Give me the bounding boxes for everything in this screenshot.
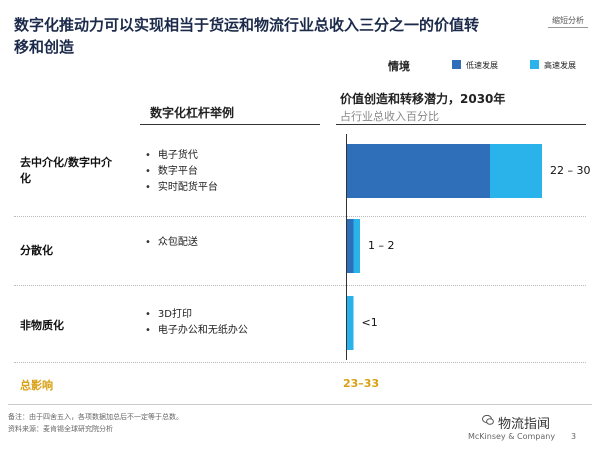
footnote: 备注：由于四舍五入，各项数据加总后不一定等于总数。 (8, 413, 183, 421)
total-impact-value: 23–33 (343, 377, 380, 390)
row-divider (14, 285, 586, 286)
lever-item: 数字平台 (145, 164, 218, 180)
bar-segment-high (353, 219, 360, 273)
row-divider (14, 216, 586, 217)
category-label-disintermediation: 去中介化/数字中介化 (20, 156, 113, 185)
legend-label-high: 高速发展 (544, 61, 576, 70)
bar-segment-high (347, 296, 354, 350)
lever-list-disintermediation: 电子货代 数字平台 实时配货平台 (145, 148, 218, 196)
legend-label-low: 低速发展 (466, 61, 498, 70)
lever-item: 众包配送 (145, 235, 198, 251)
lever-list-decentralization: 众包配送 (145, 235, 198, 251)
range-label: 22 – 30 (550, 164, 591, 177)
legend-swatch-high (530, 60, 539, 69)
category-label-decentralization: 分散化 (20, 244, 53, 257)
brand-label: McKinsey & Company (468, 432, 556, 441)
total-impact-label: 总影响 (20, 379, 53, 392)
lever-item: 电子办公和无纸办公 (145, 323, 248, 339)
value-header-underline (336, 124, 586, 125)
lever-item: 3D打印 (145, 307, 248, 323)
footer-divider (8, 404, 592, 405)
range-label: 1 – 2 (368, 239, 395, 252)
lever-column-header: 数字化杠杆举例 (150, 106, 235, 120)
range-label: <1 (361, 316, 378, 329)
report-tag: 缩短分析 (548, 15, 588, 28)
page-title: 数字化推动力可以实现相当于货运和物流行业总收入三分之一的价值转移和创造 (14, 16, 480, 56)
legend-swatch-low (452, 60, 461, 69)
lever-item: 电子货代 (145, 148, 218, 164)
legend-title: 情境 (388, 60, 410, 73)
source-note: 资料来源：麦肯锡全球研究院分析 (8, 425, 113, 433)
chart-axis (346, 134, 347, 360)
page-number: 3 (571, 432, 577, 441)
bar-segment-low (347, 144, 490, 198)
lever-header-underline (140, 124, 320, 125)
category-label-dematerialization: 非物质化 (20, 319, 64, 332)
chart-subtitle: 占行业总收入百分比 (340, 110, 439, 123)
wechat-icon (482, 414, 494, 425)
bar-segment-high (490, 144, 542, 198)
row-divider (14, 362, 586, 363)
chart-title: 价值创造和转移潜力，2030年 (340, 92, 506, 106)
lever-list-dematerialization: 3D打印 电子办公和无纸办公 (145, 307, 248, 339)
lever-item: 实时配货平台 (145, 180, 218, 196)
bar-segment-low (347, 219, 354, 273)
watermark-text: 物流指闻 (498, 417, 551, 432)
